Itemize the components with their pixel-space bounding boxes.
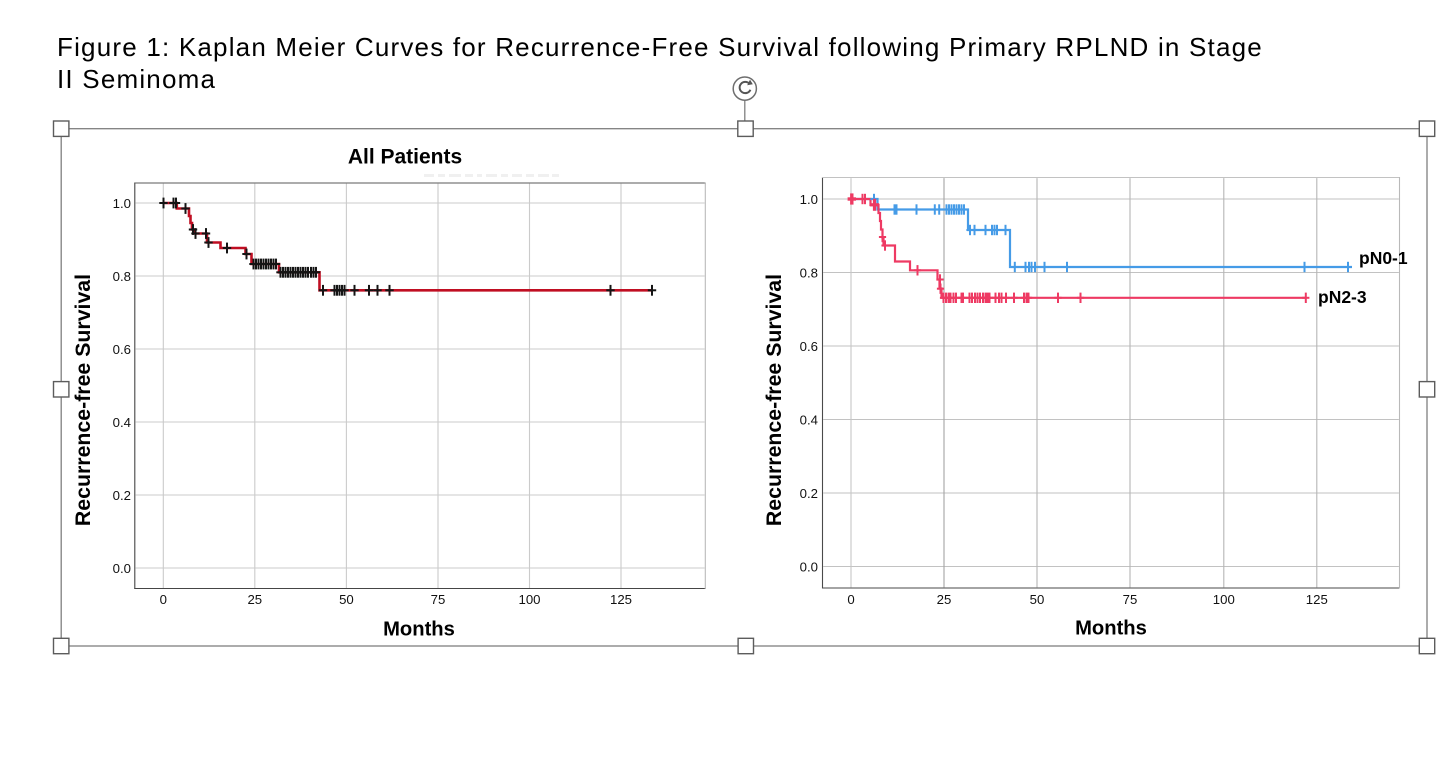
svg-text:0: 0: [160, 592, 167, 607]
svg-text:1.0: 1.0: [113, 196, 131, 211]
svg-text:0.8: 0.8: [113, 269, 131, 284]
svg-text:0.0: 0.0: [113, 561, 131, 576]
svg-text:25: 25: [247, 592, 262, 607]
svg-text:50: 50: [1030, 592, 1045, 607]
svg-text:Recurrence-free Survival: Recurrence-free Survival: [762, 274, 786, 526]
svg-text:75: 75: [431, 592, 446, 607]
svg-text:75: 75: [1123, 592, 1138, 607]
svg-text:50: 50: [339, 592, 354, 607]
svg-text:0.2: 0.2: [113, 488, 131, 503]
svg-text:All Patients: All Patients: [348, 146, 462, 169]
svg-text:0.8: 0.8: [800, 265, 818, 280]
svg-text:0.6: 0.6: [113, 342, 131, 357]
svg-text:0.2: 0.2: [800, 486, 818, 501]
svg-text:0.6: 0.6: [800, 339, 818, 354]
svg-text:0: 0: [847, 592, 854, 607]
svg-text:pN0-1: pN0-1: [1359, 248, 1408, 268]
svg-text:0.4: 0.4: [113, 415, 131, 430]
svg-text:100: 100: [1213, 592, 1235, 607]
svg-text:pN2-3: pN2-3: [1318, 287, 1367, 307]
svg-text:1.0: 1.0: [800, 192, 818, 207]
svg-text:0.4: 0.4: [800, 412, 818, 427]
svg-text:Recurrence-free Survival: Recurrence-free Survival: [71, 274, 95, 526]
svg-text:Months: Months: [1075, 618, 1147, 640]
svg-text:125: 125: [1306, 592, 1328, 607]
svg-text:100: 100: [518, 592, 540, 607]
svg-text:Months: Months: [383, 619, 455, 641]
svg-text:25: 25: [937, 592, 952, 607]
svg-text:0.0: 0.0: [800, 559, 818, 574]
svg-text:125: 125: [610, 592, 632, 607]
